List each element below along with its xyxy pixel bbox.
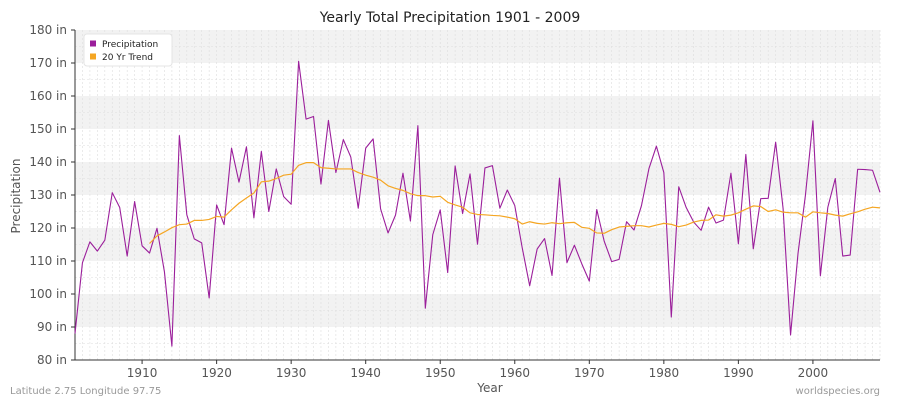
- x-tick-label: 1910: [127, 366, 158, 380]
- y-tick-label: 170 in: [29, 56, 67, 70]
- x-axis-label: Year: [476, 381, 502, 395]
- y-tick-label: 120 in: [29, 221, 67, 235]
- x-tick-label: 1930: [276, 366, 307, 380]
- y-tick-label: 160 in: [29, 89, 67, 103]
- footer-source: worldspecies.org: [796, 386, 880, 397]
- y-tick-label: 130 in: [29, 188, 67, 202]
- y-tick-label: 100 in: [29, 287, 67, 301]
- data-series: [74, 60, 881, 347]
- legend-swatch-precipitation: [90, 40, 96, 47]
- y-tick-label: 180 in: [29, 23, 67, 37]
- x-tick-label: 1940: [350, 366, 381, 380]
- x-tick-label: 1970: [574, 366, 605, 380]
- x-tick-label: 2000: [798, 366, 829, 380]
- y-tick-label: 90 in: [37, 320, 67, 334]
- y-tick-label: 140 in: [29, 155, 67, 169]
- chart-title: Yearly Total Precipitation 1901 - 2009: [319, 10, 581, 26]
- y-axis-label: Precipitation: [9, 158, 23, 233]
- legend-label-trend: 20 Yr Trend: [102, 53, 153, 63]
- footer-location: Latitude 2.75 Longitude 97.75: [10, 386, 161, 397]
- y-tick-label: 80 in: [37, 353, 67, 367]
- x-axis-ticks: 1910 1920 1930 1940 1950 1960 1970 1980 1990 2000: [127, 360, 828, 380]
- precipitation-line: [74, 60, 881, 347]
- trend-line: [149, 162, 881, 244]
- x-tick-label: 1920: [201, 366, 232, 380]
- y-tick-label: 110 in: [29, 254, 67, 268]
- y-axis-ticks: 80 in 90 in 100 in 110 in 120 in 130 in 140 in…: [29, 23, 75, 367]
- y-tick-label: 150 in: [29, 122, 67, 136]
- x-tick-label: 1960: [499, 366, 530, 380]
- x-tick-label: 1980: [649, 366, 680, 380]
- x-tick-label: 1990: [723, 366, 754, 380]
- x-tick-label: 1950: [425, 366, 456, 380]
- legend-swatch-trend: [90, 53, 96, 60]
- legend-box: [83, 33, 173, 67]
- legend: Precipitation 20 Yr Trend: [83, 33, 173, 67]
- legend-label-precipitation: Precipitation: [102, 40, 158, 50]
